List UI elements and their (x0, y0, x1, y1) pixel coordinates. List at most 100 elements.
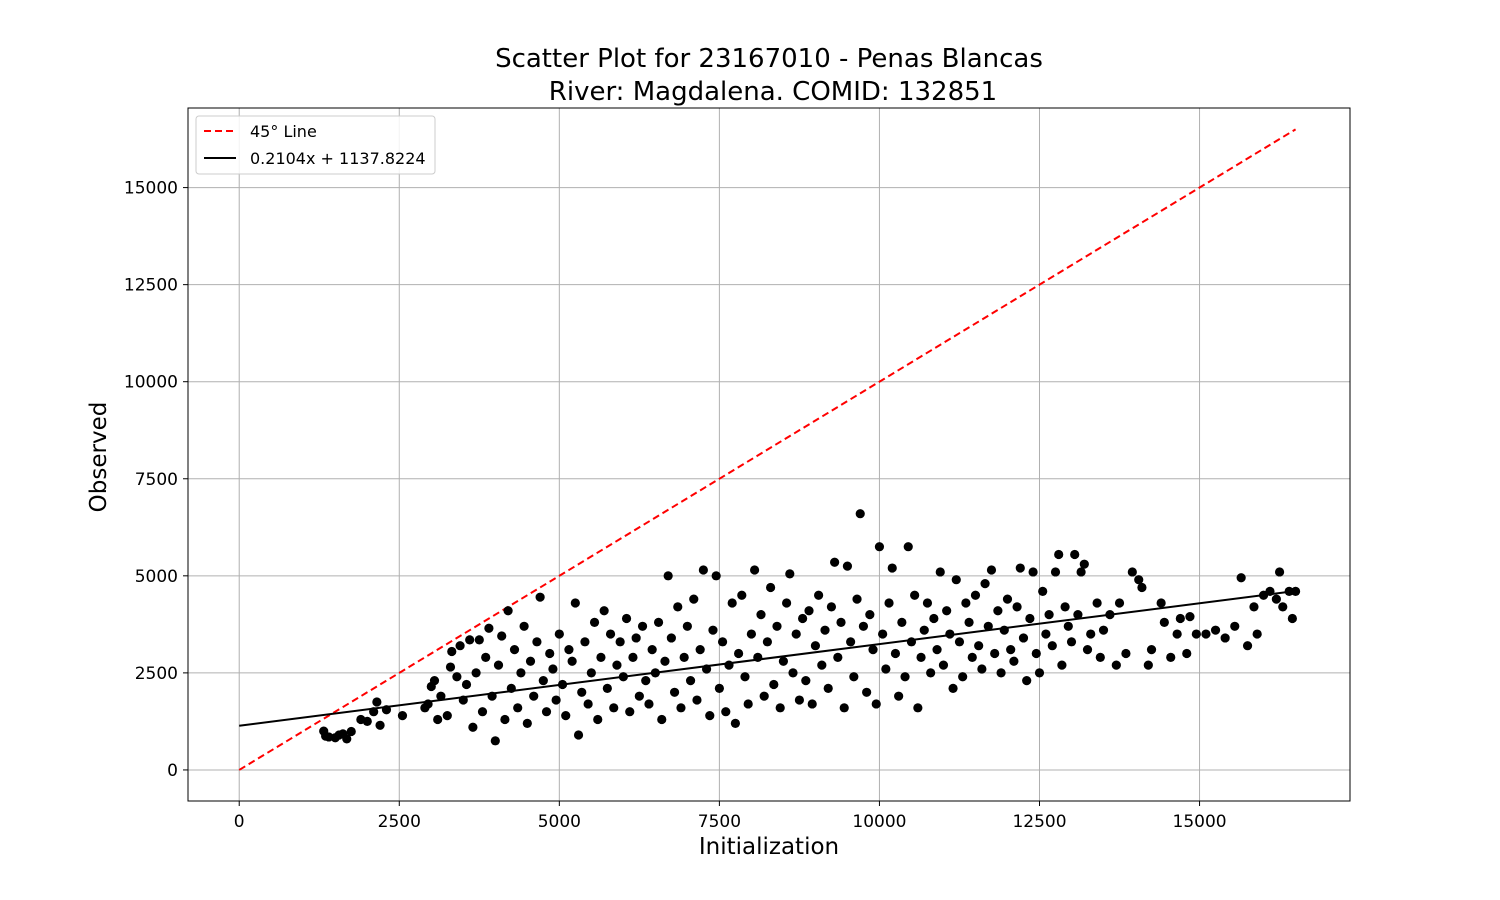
scatter-point (653, 617, 664, 628)
scatter-point (605, 629, 616, 639)
scatter-point (1236, 573, 1246, 583)
scatter-point (509, 644, 520, 655)
scatter-point (493, 660, 504, 670)
scatter-point (397, 710, 408, 721)
scatter-point (657, 714, 667, 725)
scatter-point (593, 714, 603, 725)
scatter-point (631, 633, 641, 643)
scatter-point (977, 664, 987, 674)
y-tick-label: 15000 (124, 179, 178, 199)
scatter-point (1201, 629, 1211, 639)
scatter-point (727, 598, 737, 608)
scatter-point (714, 683, 724, 694)
scatter-point (910, 590, 920, 600)
scatter-point (484, 623, 494, 633)
scatter-point (721, 707, 731, 717)
scatter-point (452, 672, 462, 682)
scatter-point (846, 637, 856, 647)
scatter-point (833, 652, 843, 662)
scatter-point (589, 617, 600, 628)
scatter-point (903, 542, 913, 552)
scatter-point (1182, 648, 1192, 659)
scatter-point (1086, 629, 1096, 639)
scatter-point (1098, 625, 1109, 635)
scatter-point (810, 641, 821, 651)
scatter-point (1242, 641, 1253, 651)
scatter-point (637, 621, 648, 631)
scatter-point (497, 631, 507, 641)
scatter-point (615, 637, 625, 647)
scatter-point (894, 691, 904, 701)
scatter-point (996, 668, 1006, 678)
scatter-point (900, 672, 910, 682)
scatter-point (596, 652, 606, 662)
scatter-point (692, 695, 702, 705)
scatter-point (913, 703, 923, 713)
scatter-point (602, 683, 612, 694)
scatter-point (442, 710, 452, 721)
scatter-point (1220, 633, 1230, 643)
scatter-point (964, 617, 974, 628)
scatter-point (522, 718, 532, 728)
scatter-point (1047, 641, 1057, 651)
scatter-point (922, 598, 933, 608)
scatter-point (689, 594, 699, 604)
scatter-point (535, 592, 545, 602)
scatter-point (625, 707, 635, 717)
scatter-point (580, 637, 590, 647)
y-axis-label: Observed (86, 402, 112, 513)
grid-lines (188, 108, 1350, 801)
scatter-point (1252, 629, 1262, 639)
scatter-point (874, 542, 885, 552)
scatter-point (855, 509, 865, 519)
scatter-point (1063, 621, 1073, 631)
scatter-point (807, 699, 817, 709)
scatter-point (1159, 617, 1169, 628)
scatter-point (1249, 602, 1259, 612)
scatter-point (634, 691, 644, 701)
y-tick-label: 7500 (135, 470, 178, 490)
scatter-point (1073, 610, 1083, 620)
scatter-point (1114, 598, 1125, 608)
scatter-point (1054, 549, 1064, 560)
scatter-point (878, 629, 888, 639)
scatter-point (1278, 602, 1288, 612)
scatter-point (1185, 611, 1195, 622)
scatter-point (862, 687, 872, 697)
scatter-point (1172, 629, 1182, 639)
scatter-point (346, 726, 356, 737)
scatter-point (532, 637, 542, 647)
scatter-point (1111, 660, 1121, 670)
scatter-point (948, 683, 958, 694)
scatter-point (1134, 575, 1144, 585)
legend-label-regression: 0.2104x + 1137.8224 (250, 149, 426, 168)
scatter-point (778, 656, 789, 666)
scatter-point (541, 707, 552, 717)
scatter-point (733, 648, 744, 659)
y-tick-label: 0 (167, 761, 178, 781)
scatter-point (769, 679, 779, 690)
scatter-point (429, 676, 440, 686)
scatter-point (1044, 610, 1054, 620)
scatter-point (519, 621, 529, 631)
scatter-point (1057, 660, 1067, 670)
scatter-point (740, 672, 750, 682)
scatter-point (545, 648, 555, 659)
scatter-point (1092, 598, 1102, 608)
scatter-point (868, 644, 878, 655)
x-tick-label: 2500 (378, 812, 421, 832)
x-tick-label: 0 (234, 812, 245, 832)
scatter-point (1166, 652, 1176, 662)
scatter-point (743, 699, 753, 709)
scatter-point (1121, 648, 1131, 659)
scatter-point (1230, 621, 1240, 631)
scatter-point (967, 652, 977, 662)
x-tick-label: 12500 (1012, 812, 1066, 832)
scatter-point (785, 569, 795, 579)
scatter-point (749, 565, 760, 575)
scatter-point (817, 660, 827, 670)
scatter-point (1002, 594, 1013, 604)
y-tick-label: 12500 (124, 276, 178, 296)
scatter-point (455, 641, 465, 651)
scatter-point (842, 561, 853, 571)
